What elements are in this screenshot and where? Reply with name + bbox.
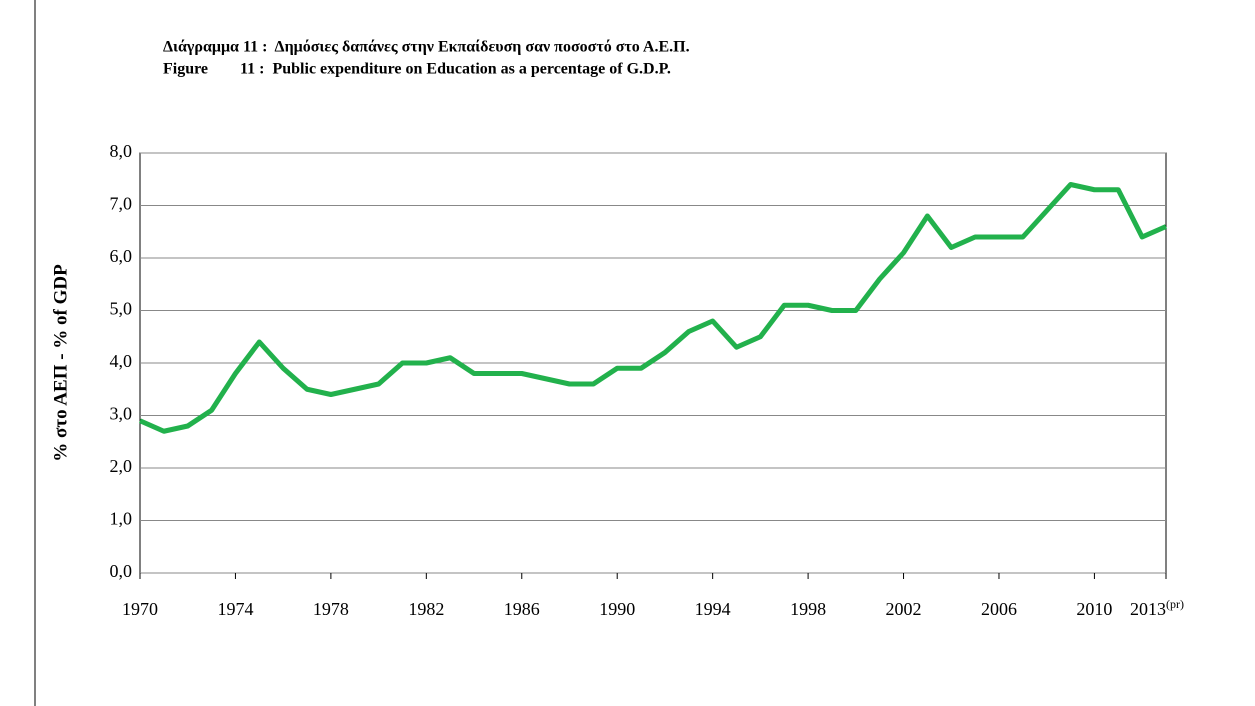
x-tick-label: 2010 <box>1076 599 1112 619</box>
y-tick-label: 7,0 <box>110 194 133 214</box>
y-tick-label: 0,0 <box>110 561 133 581</box>
x-tick-label: 1990 <box>599 599 635 619</box>
x-tick-note: (pr) <box>1166 597 1184 611</box>
x-tick-label: 1978 <box>313 599 349 619</box>
y-tick-label: 8,0 <box>110 141 133 161</box>
y-tick-label: 6,0 <box>110 246 133 266</box>
y-tick-label: 5,0 <box>110 299 133 319</box>
y-tick-label: 4,0 <box>110 351 133 371</box>
x-tick-label: 1994 <box>695 599 731 619</box>
x-tick-label: 1974 <box>217 599 253 619</box>
x-tick-label: 1986 <box>504 599 540 619</box>
x-tick-label: 1982 <box>408 599 444 619</box>
x-tick-label: 2002 <box>886 599 922 619</box>
y-axis-label: % στο ΑΕΠ - % of GDP <box>50 264 71 462</box>
x-tick-label: 1970 <box>122 599 158 619</box>
chart-subtitle: Figure 11 : Public expenditure on Educat… <box>163 61 671 78</box>
y-tick-label: 1,0 <box>110 509 133 529</box>
y-tick-label: 3,0 <box>110 404 133 424</box>
chart-title: Διάγραμμα 11 : Δημόσιες δαπάνες στην Εκπ… <box>163 39 690 56</box>
line-series <box>138 182 1168 434</box>
x-tick-label: 1998 <box>790 599 826 619</box>
y-tick-label: 2,0 <box>110 456 133 476</box>
x-tick-label: 2013 <box>1130 599 1166 619</box>
x-tick-label: 2006 <box>981 599 1017 619</box>
